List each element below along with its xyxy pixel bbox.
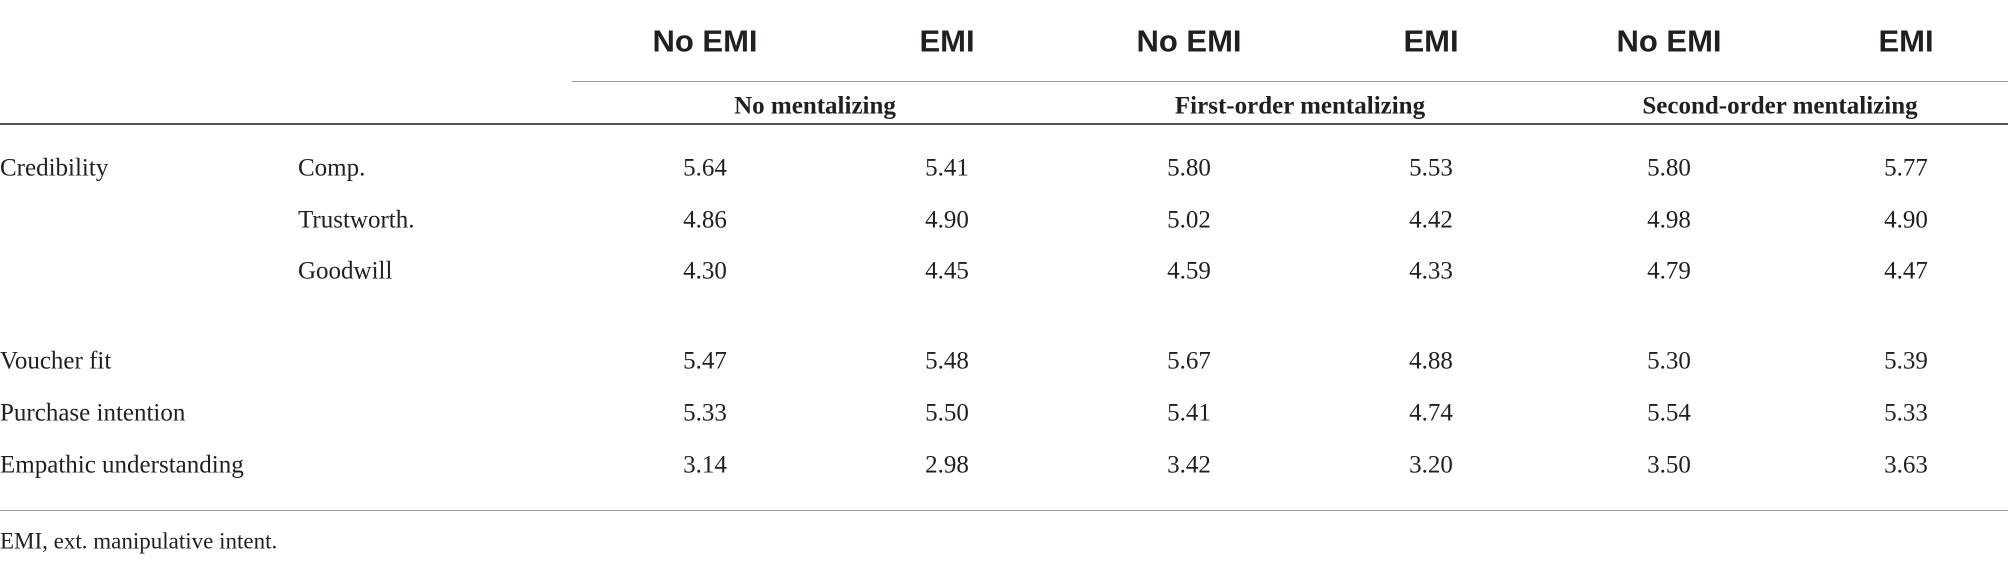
cell-value: 3.20 xyxy=(1409,451,1453,479)
column-header: No EMI xyxy=(652,23,758,59)
cell-value: 5.77 xyxy=(1884,154,1928,182)
row-sublabel: Comp. xyxy=(298,154,366,182)
cell-value: 5.67 xyxy=(1167,347,1211,375)
cell-value: 4.33 xyxy=(1409,257,1453,285)
cell-value: 4.30 xyxy=(683,257,727,285)
group-header: Second-order mentalizing xyxy=(1642,92,1918,120)
cell-value: 5.53 xyxy=(1409,154,1453,182)
row-label: Credibility xyxy=(0,154,109,182)
cell-value: 5.30 xyxy=(1647,347,1691,375)
cell-value: 4.74 xyxy=(1409,399,1453,427)
row-label: Voucher fit xyxy=(0,347,112,375)
cell-value: 5.41 xyxy=(1167,399,1211,427)
row-sublabel: Trustworth. xyxy=(298,206,415,234)
cell-value: 5.41 xyxy=(925,154,969,182)
cell-value: 3.14 xyxy=(683,451,727,479)
cell-value: 4.59 xyxy=(1167,257,1211,285)
cell-value: 4.90 xyxy=(925,206,969,234)
cell-value: 3.42 xyxy=(1167,451,1211,479)
cell-value: 5.64 xyxy=(683,154,727,182)
cell-value: 5.48 xyxy=(925,347,969,375)
column-header: EMI xyxy=(1403,23,1459,59)
row-label: Purchase intention xyxy=(0,399,186,427)
header-rule xyxy=(572,81,2008,82)
cell-value: 4.88 xyxy=(1409,347,1453,375)
cell-value: 5.80 xyxy=(1167,154,1211,182)
cell-value: 5.54 xyxy=(1647,399,1691,427)
row-sublabel: Goodwill xyxy=(298,257,393,285)
column-header: No EMI xyxy=(1616,23,1722,59)
cell-value: 4.79 xyxy=(1647,257,1691,285)
cell-value: 4.98 xyxy=(1647,206,1691,234)
cell-value: 5.33 xyxy=(1884,399,1928,427)
group-header: First-order mentalizing xyxy=(1174,92,1426,120)
cell-value: 3.50 xyxy=(1647,451,1691,479)
cell-value: 2.98 xyxy=(925,451,969,479)
cell-value: 3.63 xyxy=(1884,451,1928,479)
cell-value: 5.02 xyxy=(1167,206,1211,234)
footnote: EMI, ext. manipulative intent. xyxy=(0,528,278,554)
row-label: Empathic understanding xyxy=(0,451,244,479)
cell-value: 4.45 xyxy=(925,257,969,285)
cell-value: 5.80 xyxy=(1647,154,1691,182)
cell-value: 5.47 xyxy=(683,347,727,375)
group-rule xyxy=(0,123,2008,125)
cell-value: 5.33 xyxy=(683,399,727,427)
cell-value: 4.42 xyxy=(1409,206,1453,234)
cell-value: 5.50 xyxy=(925,399,969,427)
group-header: No mentalizing xyxy=(734,92,896,120)
cell-value: 4.90 xyxy=(1884,206,1928,234)
column-header: EMI xyxy=(1878,23,1934,59)
column-header: EMI xyxy=(919,23,975,59)
bottom-rule xyxy=(0,510,2008,511)
column-header: No EMI xyxy=(1136,23,1242,59)
cell-value: 4.47 xyxy=(1884,257,1928,285)
cell-value: 5.39 xyxy=(1884,347,1928,375)
cell-value: 4.86 xyxy=(683,206,727,234)
